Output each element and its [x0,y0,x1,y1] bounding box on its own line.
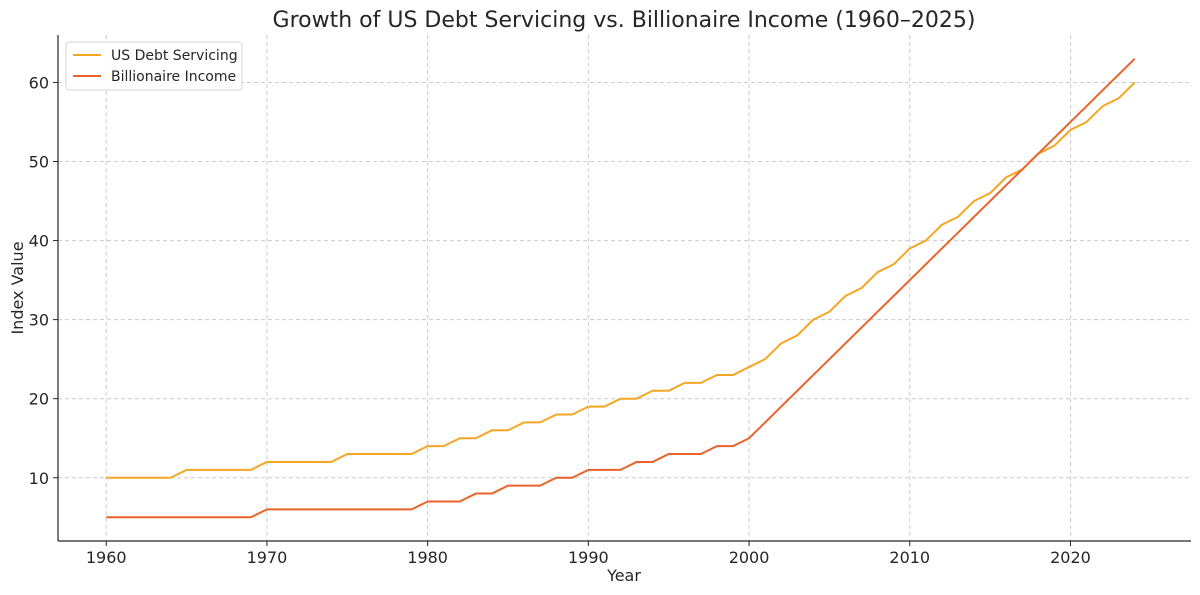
x-axis-label: Year [606,566,641,585]
series-line-us-debt-servicing [106,81,1136,479]
series-line-billionaire-income [106,58,1136,519]
axes: 1960 1970 1980 1990 2000 2010 2020 10 20 30 40 50 60 [29,35,1191,567]
y-tick-label-40: 40 [29,232,49,251]
x-tick-label-1990: 1990 [568,548,609,567]
y-tick-label-20: 20 [29,390,49,409]
x-tick-label-2010: 2010 [889,548,930,567]
x-tick-label-1970: 1970 [247,548,288,567]
legend-label-billionaire-income: Billionaire Income [111,69,236,85]
x-tick-label-2000: 2000 [729,548,770,567]
y-tick-label-30: 30 [29,311,49,330]
y-tick-label-50: 50 [29,153,49,172]
y-tick-label-10: 10 [29,469,49,488]
legend: US Debt Servicing Billionaire Income [65,41,243,91]
x-tick-label-1980: 1980 [407,548,448,567]
y-tick-label-60: 60 [29,73,49,92]
x-tick-label-2020: 2020 [1050,548,1091,567]
legend-box [65,41,243,91]
chart-title: Growth of US Debt Servicing vs. Billiona… [273,8,976,33]
series-lines [106,58,1136,519]
y-axis-label: Index Value [8,241,27,334]
legend-label-us-debt-servicing: US Debt Servicing [111,48,238,64]
grid [58,35,1191,541]
x-tick-label-1960: 1960 [86,548,127,567]
